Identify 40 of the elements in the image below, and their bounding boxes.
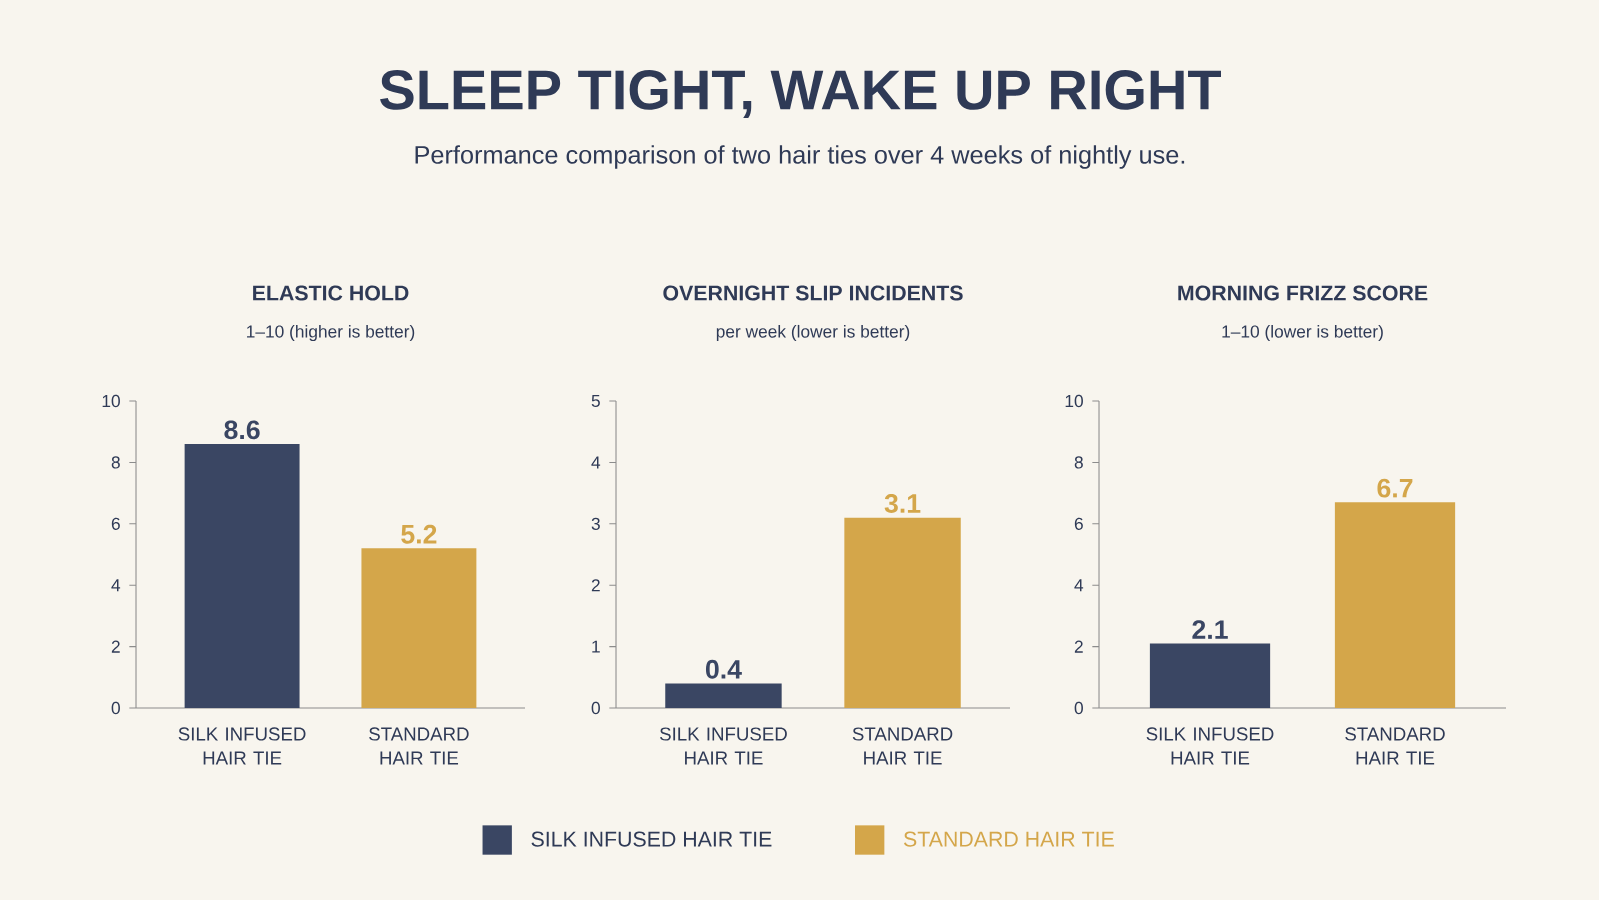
y-tick-label: 6 — [1074, 517, 1083, 530]
x-tick-label: SILK INFUSED HAIR TIE — [1146, 727, 1274, 765]
y-tick-label: 6 — [111, 517, 120, 530]
chart-subtitle: 1–10 (higher is better) — [247, 324, 415, 342]
y-tick-label: 8 — [1074, 456, 1083, 469]
chart-subtitle: 1–10 (lower is better) — [1222, 324, 1383, 342]
y-tick-label: 0 — [591, 701, 600, 715]
text: SLEEP TIGHT, WAKE UP RIGHT — [380, 70, 1221, 118]
y-tick-label: 4 — [111, 579, 121, 592]
data-label: 5.2 — [401, 524, 437, 544]
data-label: 2.1 — [1192, 620, 1228, 639]
y-tick-label: 3 — [591, 517, 600, 530]
data-label: 0.4 — [705, 659, 742, 679]
chart-subtitle: per week (lower is better) — [716, 324, 910, 342]
legend-label: SILK INFUSED HAIR TIE — [531, 831, 772, 847]
data-label: 8.6 — [224, 420, 260, 440]
x-tick-label: SILK INFUSED HAIR TIE — [660, 727, 787, 765]
chart-title: ELASTIC HOLD — [253, 285, 409, 301]
y-tick-label: 0 — [111, 701, 120, 715]
x-tick-label: STANDARD HAIR TIE — [369, 727, 469, 765]
data-label: 6.7 — [1377, 478, 1413, 498]
x-tick-label: STANDARD HAIR TIE — [1345, 727, 1445, 765]
x-tick-label: STANDARD HAIR TIE — [852, 727, 953, 765]
y-tick-label: 5 — [591, 394, 600, 408]
y-tick-label: 0 — [1074, 701, 1083, 715]
legend-label: STANDARD HAIR TIE — [903, 831, 1114, 847]
y-tick-label: 10 — [102, 394, 120, 408]
y-tick-label: 10 — [1065, 394, 1083, 408]
data-label: 3.1 — [884, 494, 921, 513]
y-tick-label: 4 — [1074, 579, 1084, 592]
chart-title: MORNING FRIZZ SCORE — [1178, 285, 1428, 301]
y-tick-label: 2 — [111, 640, 120, 653]
chart-title: OVERNIGHT SLIP INCIDENTS — [663, 285, 963, 301]
y-tick-label: 8 — [111, 456, 120, 469]
y-tick-label: 1 — [592, 640, 600, 653]
x-tick-label: SILK INFUSED HAIR TIE — [178, 727, 306, 765]
text: Performance comparison of two hair ties over 4 weeks of nightly use. — [415, 145, 1185, 169]
y-tick-label: 2 — [591, 579, 600, 592]
y-tick-label: 4 — [591, 456, 601, 469]
y-tick-label: 2 — [1074, 640, 1083, 653]
